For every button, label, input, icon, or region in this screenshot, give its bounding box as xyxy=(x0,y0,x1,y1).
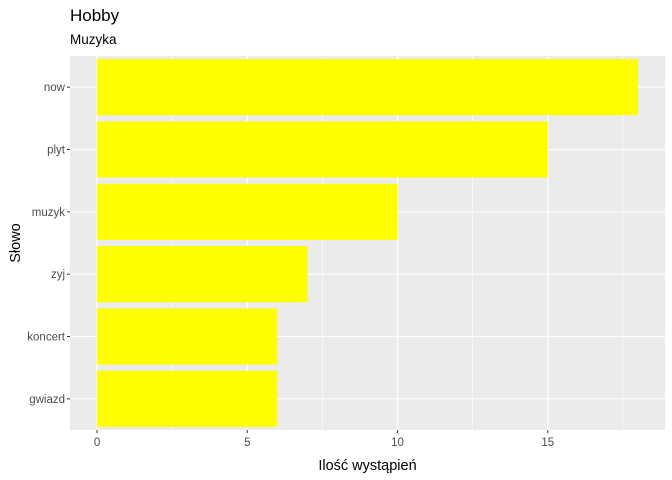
bar-now xyxy=(97,59,638,116)
y-tick-label: muzyk xyxy=(32,207,65,219)
y-tick-label: koncert xyxy=(27,332,66,344)
y-tick-label: gwiazd xyxy=(29,394,65,406)
chart-subtitle: Muzyka xyxy=(70,32,117,47)
chart-title: Hobby xyxy=(70,6,120,25)
x-axis: 0 5 10 15 xyxy=(94,430,554,449)
x-tick-label: 5 xyxy=(244,437,250,449)
y-tick-label: zyj xyxy=(51,269,65,281)
grid-minor xyxy=(171,56,624,430)
plot-panel xyxy=(70,56,665,430)
y-tick-label: plyt xyxy=(47,145,66,157)
bar-muzyk xyxy=(97,183,398,240)
bar-gwiazd xyxy=(97,370,278,427)
y-axis: now plyt muzyk zyj koncert gwiazd xyxy=(27,82,70,406)
bar-zyj xyxy=(97,246,308,303)
x-tick-label: 10 xyxy=(391,437,404,449)
bar-plyt xyxy=(97,121,548,178)
x-tick-label: 15 xyxy=(541,437,554,449)
x-axis-label: Ilość wystąpień xyxy=(318,458,416,474)
bar-koncert xyxy=(97,308,278,365)
x-tick-label: 0 xyxy=(94,437,100,449)
y-tick-label: now xyxy=(44,82,66,94)
bars xyxy=(97,59,638,427)
y-axis-label: Słowo xyxy=(8,223,24,263)
